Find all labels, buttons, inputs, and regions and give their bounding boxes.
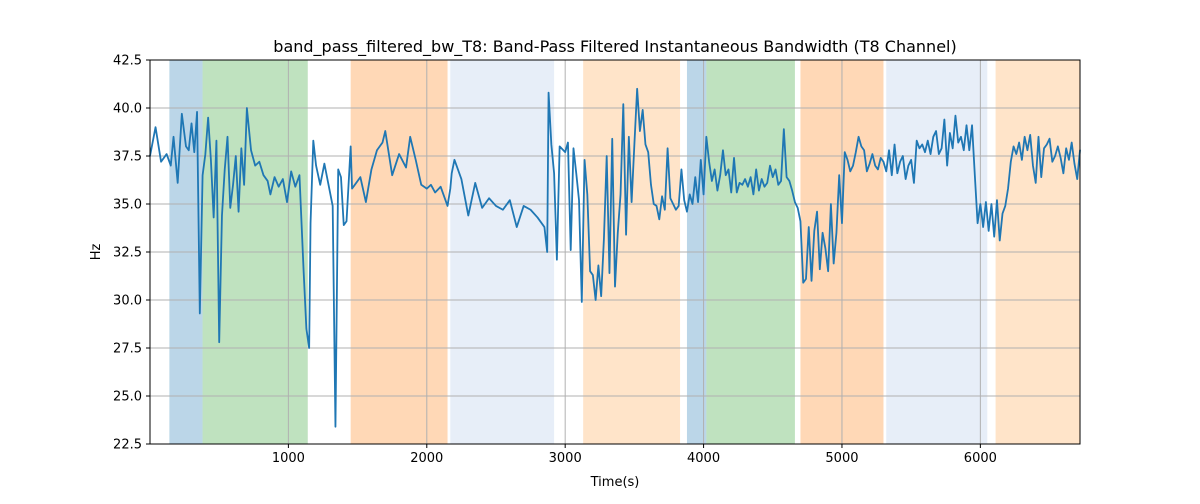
x-tick-label: 6000 (964, 451, 997, 466)
y-tick-label: 27.5 (113, 342, 142, 357)
series-line (149, 87, 1081, 428)
x-axis-label: Time(s) (590, 475, 640, 490)
x-tick-label: 3000 (549, 451, 582, 466)
x-tick-label: 4000 (687, 451, 720, 466)
y-axis-ticks: 22.5 25.0 27.5 30.0 32.5 35.0 37.5 40.0 42.5 (113, 54, 150, 453)
x-tick-label: 1000 (272, 451, 305, 466)
series-layer (149, 87, 1081, 428)
y-axis-label: Hz (89, 244, 104, 261)
y-tick-label: 22.5 (113, 438, 142, 453)
x-tick-label: 5000 (825, 451, 858, 466)
x-axis-ticks: 1000 2000 3000 4000 5000 6000 (272, 444, 997, 466)
y-tick-label: 42.5 (113, 54, 142, 69)
y-tick-label: 37.5 (113, 150, 142, 165)
y-tick-label: 40.0 (113, 102, 142, 117)
x-tick-label: 2000 (410, 451, 443, 466)
y-tick-label: 32.5 (113, 246, 142, 261)
y-tick-label: 35.0 (113, 198, 142, 213)
chart-title: band_pass_filtered_bw_T8: Band-Pass Filt… (273, 37, 956, 57)
y-tick-label: 25.0 (113, 390, 142, 405)
y-tick-label: 30.0 (113, 294, 142, 309)
